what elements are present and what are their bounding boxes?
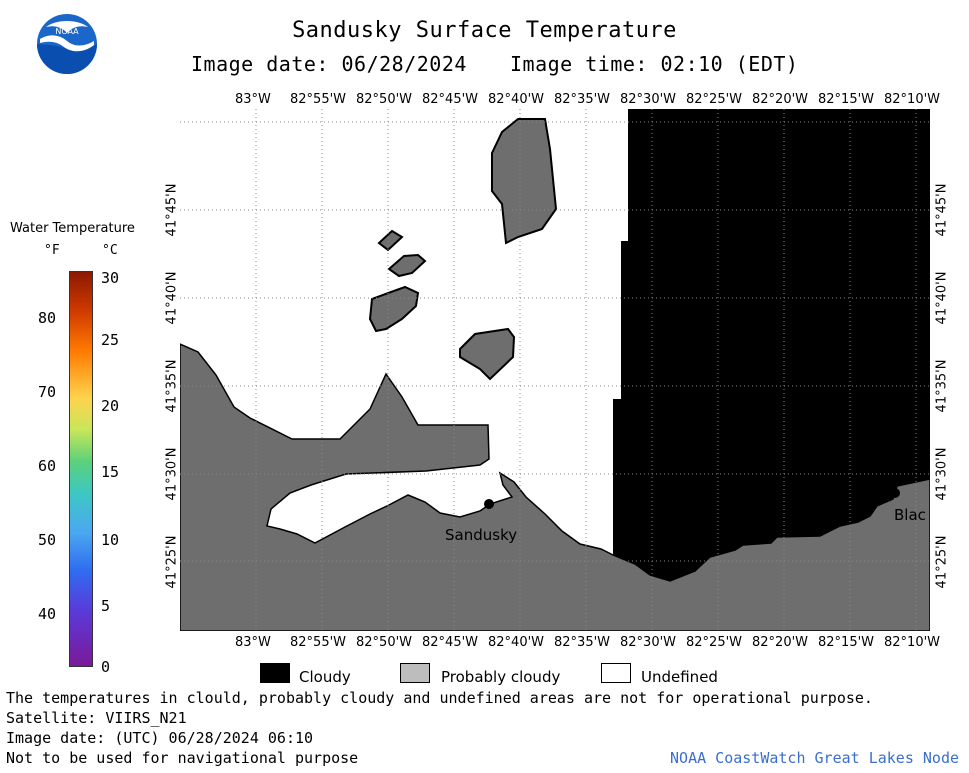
legend-undefined-label: Undefined: [641, 668, 718, 686]
map-svg: Sandusky Blac: [179, 109, 931, 632]
legend-cloudy-label: Cloudy: [299, 668, 351, 686]
lat-label-left: 41°35'N: [164, 359, 180, 413]
land-region: [179, 342, 931, 632]
graticule: [180, 109, 930, 631]
lon-label-top: 82°40'W: [488, 92, 545, 107]
lon-label-bottom: 82°20'W: [752, 635, 809, 650]
lon-label-bottom: 82°55'W: [290, 635, 347, 650]
map-panel: Sandusky Blac: [179, 109, 931, 632]
lon-label-top: 82°15'W: [818, 92, 875, 107]
lon-label-top: 82°50'W: [356, 92, 413, 107]
credit-link[interactable]: NOAA CoastWatch Great Lakes Node: [670, 749, 959, 767]
colorbar-f-tick: 40: [38, 605, 57, 623]
lat-label-left: 41°25'N: [164, 535, 180, 589]
colorbar-c-tick: 25: [101, 331, 120, 349]
cloud-region: [613, 109, 930, 581]
colorbar-f-tick: 50: [38, 531, 57, 549]
island-1: [377, 229, 404, 252]
legend-undefined-swatch: [601, 663, 631, 683]
lat-label-left: 41°30'N: [164, 447, 180, 501]
nav-warning: Not to be used for navigational purpose: [6, 749, 359, 767]
colorbar-unit-f: °F: [44, 243, 60, 258]
colorbar-c-tick: 20: [101, 397, 120, 415]
island-north: [491, 118, 558, 245]
lon-label-top: 82°55'W: [290, 92, 347, 107]
colorbar-c-tick: 0: [101, 658, 111, 676]
blac-marker: [890, 488, 900, 498]
lon-label-top: 82°25'W: [686, 92, 743, 107]
lat-label-right: 41°30'N: [934, 447, 950, 501]
lat-label-right: 41°45'N: [934, 183, 950, 237]
noaa-logo: NOAA: [36, 13, 98, 75]
lat-label-right: 41°25'N: [934, 535, 950, 589]
lon-label-bottom: 82°35'W: [554, 635, 611, 650]
noaa-logo-text: NOAA: [55, 27, 79, 36]
island-4: [459, 327, 516, 381]
lon-label-bottom: 82°25'W: [686, 635, 743, 650]
island-2: [387, 253, 427, 278]
lon-label-top: 82°35'W: [554, 92, 611, 107]
disclaimer: The temperatures in clould, probably clo…: [6, 689, 873, 707]
colorbar-title: Water Temperature: [10, 221, 135, 236]
image-date-utc: Image date: (UTC) 06/28/2024 06:10: [6, 729, 314, 747]
lon-label-bottom: 82°10'W: [884, 635, 941, 650]
blac-label: Blac: [894, 506, 926, 524]
lon-label-top: 83°W: [235, 92, 271, 107]
lon-label-bottom: 82°50'W: [356, 635, 413, 650]
legend-probably-cloudy-label: Probably cloudy: [441, 668, 561, 686]
colorbar-unit-c: °C: [102, 243, 118, 258]
satellite: Satellite: VIIRS_N21: [6, 709, 187, 727]
lon-label-top: 82°10'W: [884, 92, 941, 107]
lon-label-bottom: 82°30'W: [620, 635, 677, 650]
lon-label-top: 82°45'W: [422, 92, 479, 107]
lon-label-top: 82°30'W: [620, 92, 677, 107]
legend-cloudy-swatch: [260, 663, 290, 683]
colorbar-c-tick: 10: [101, 531, 120, 549]
island-3: [368, 285, 420, 333]
image-time: Image time: 02:10 (EDT): [510, 52, 799, 76]
lon-label-bottom: 83°W: [235, 635, 271, 650]
sandusky-label: Sandusky: [445, 526, 517, 544]
colorbar-c-tick: 5: [101, 597, 111, 615]
lon-label-bottom: 82°45'W: [422, 635, 479, 650]
colorbar-c-tick: 30: [101, 269, 120, 287]
page-title: Sandusky Surface Temperature: [292, 18, 677, 43]
lat-label-left: 41°40'N: [164, 271, 180, 325]
lat-label-right: 41°40'N: [934, 271, 950, 325]
colorbar-f-tick: 60: [38, 457, 57, 475]
lat-label-left: 41°45'N: [164, 183, 180, 237]
sandusky-marker: [484, 499, 494, 509]
colorbar-c-tick: 15: [101, 463, 120, 481]
lon-label-bottom: 82°15'W: [818, 635, 875, 650]
colorbar-f-tick: 80: [38, 309, 57, 327]
image-date: Image date: 06/28/2024: [191, 52, 467, 76]
lat-label-right: 41°35'N: [934, 359, 950, 413]
lon-label-bottom: 82°40'W: [488, 635, 545, 650]
colorbar: [69, 271, 93, 667]
colorbar-f-tick: 70: [38, 383, 57, 401]
lon-label-top: 82°20'W: [752, 92, 809, 107]
legend-probably-cloudy-swatch: [400, 663, 430, 683]
